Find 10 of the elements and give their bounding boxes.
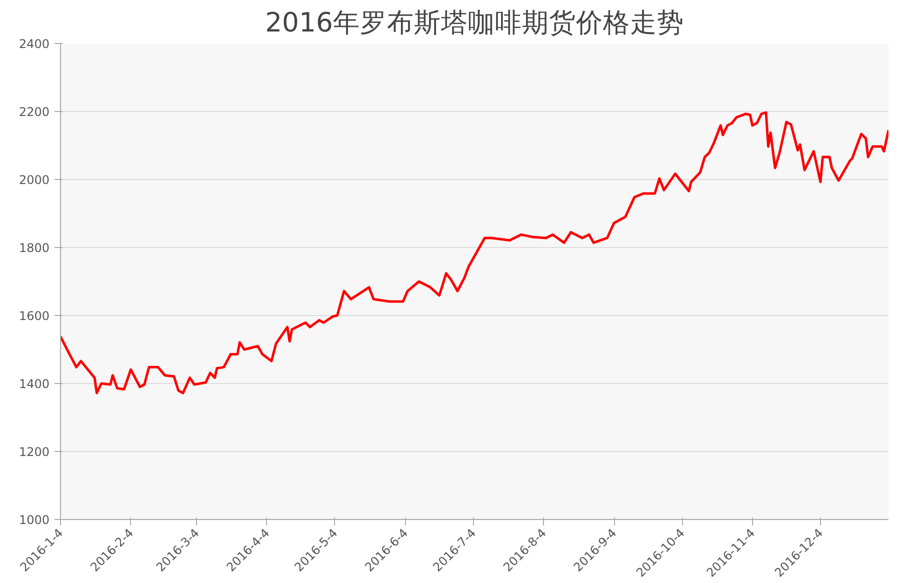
y-tick-label: 1800 [18, 241, 50, 255]
y-tick-label: 2400 [18, 37, 50, 51]
y-tick-label: 1200 [18, 445, 50, 459]
y-tick-label: 1400 [18, 377, 50, 391]
y-tick-label: 1600 [18, 309, 50, 323]
y-tick-label: 2200 [18, 105, 50, 119]
line-series [60, 111, 888, 394]
y-tick-label: 2000 [18, 173, 50, 187]
chart-title: 2016年罗布斯塔咖啡期货价格走势 [265, 8, 684, 38]
y-tick-label: 1000 [18, 513, 50, 527]
